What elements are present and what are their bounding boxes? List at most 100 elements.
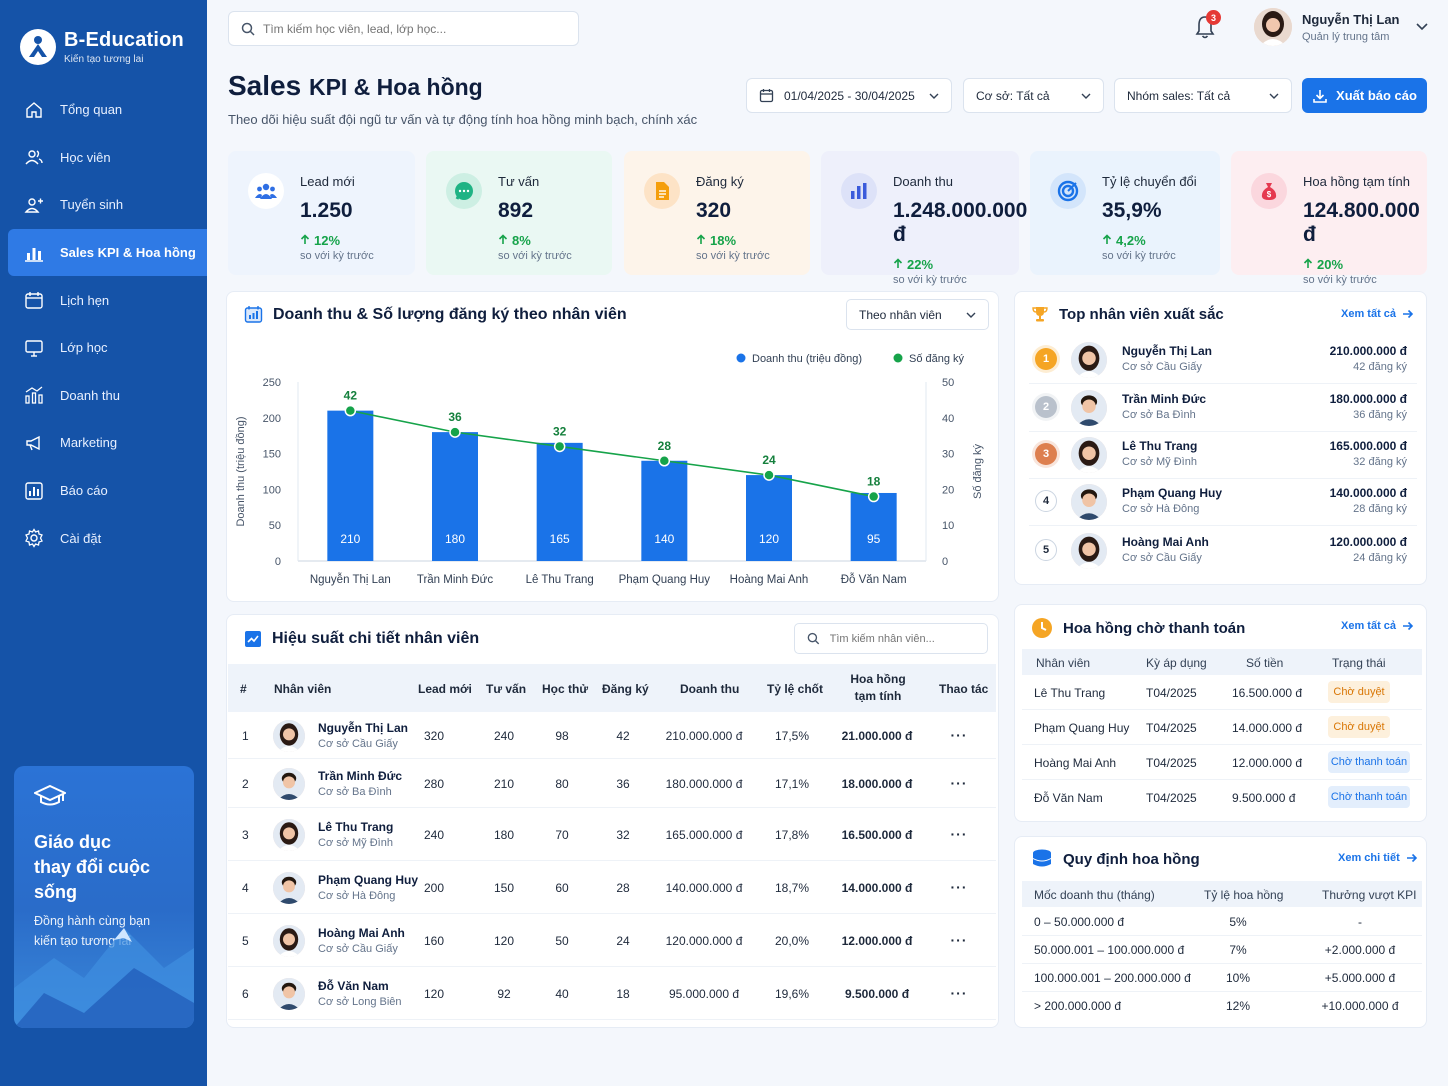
registrations-point-4[interactable] bbox=[763, 469, 775, 481]
employee-search[interactable] bbox=[794, 623, 988, 654]
bar-revenue-3[interactable] bbox=[641, 460, 688, 561]
user-avatar bbox=[1254, 8, 1292, 46]
top-employee-row[interactable]: 5 Hoàng Mai Anh Cơ sở Cầu Giấy 120.000.000 … bbox=[1029, 527, 1417, 575]
kpi-card-4[interactable]: Tỷ lệ chuyển đổi 35,9% 4,2% so với kỳ trước bbox=[1030, 151, 1220, 275]
bar-revenue-2[interactable] bbox=[536, 442, 583, 561]
bar-revenue-4[interactable] bbox=[746, 475, 792, 561]
kpi-card-5[interactable]: $ Hoa hồng tạm tính 124.800.000 đ 20% so với… bbox=[1231, 151, 1427, 286]
table-row[interactable]: 1 Nguyễn Thị Lan Cơ sở Cầu Giấy 320 240 98 42 2… bbox=[228, 712, 996, 759]
sidebar-item-3[interactable]: Sales KPI & Hoa hồng bbox=[8, 228, 207, 277]
rules-view-detail[interactable]: Xem chi tiết bbox=[1338, 852, 1418, 864]
table-row[interactable]: 2 Trần Minh Đức Cơ sở Ba Đình 280 210 80 36 180… bbox=[228, 759, 996, 808]
bar-revenue-1[interactable] bbox=[432, 432, 478, 561]
bar-revenue-5[interactable] bbox=[850, 492, 897, 561]
pending-commission-title: Hoa hồng chờ thanh toán bbox=[1031, 617, 1245, 639]
trend-chart-icon bbox=[245, 631, 261, 647]
brand-logo-icon bbox=[20, 29, 56, 65]
employee-registrations: 42 đăng ký bbox=[1353, 361, 1407, 373]
registrations-point-1[interactable] bbox=[449, 426, 461, 438]
row-actions-button[interactable]: ··· bbox=[950, 984, 968, 1001]
kpi-card-2[interactable]: Đăng ký 320 18% so với kỳ trước bbox=[624, 151, 810, 275]
arrow-right-icon bbox=[1406, 853, 1417, 863]
sidebar-item-label: Doanh thu bbox=[60, 387, 120, 403]
registrations-point-0[interactable] bbox=[344, 404, 357, 417]
registrations-point-2[interactable] bbox=[553, 440, 566, 453]
sidebar-item-label: Tuyển sinh bbox=[60, 197, 124, 213]
kpi-value: 35,9% bbox=[1102, 199, 1162, 222]
report-icon bbox=[24, 481, 44, 501]
employee-branch: Cơ sở Cầu Giấy bbox=[318, 737, 398, 750]
row-actions-button[interactable]: ··· bbox=[950, 774, 968, 791]
users-icon bbox=[24, 147, 44, 167]
top-employee-row[interactable]: 2 Trần Minh Đức Cơ sở Ba Đình 180.000.000 đ… bbox=[1029, 384, 1417, 432]
bar-value-label: 165 bbox=[550, 532, 570, 546]
top-employees-view-all[interactable]: Xem tất cả bbox=[1341, 308, 1414, 320]
row-actions-button[interactable]: ··· bbox=[950, 878, 968, 895]
top-employees-view-all-label: Xem tất cả bbox=[1341, 308, 1397, 320]
row-actions-button[interactable]: ··· bbox=[950, 825, 968, 842]
employee-search-input[interactable] bbox=[829, 632, 975, 645]
col-commission: Hoa hồng tạm tính bbox=[838, 672, 918, 703]
pending-view-all[interactable]: Xem tất cả bbox=[1341, 620, 1414, 632]
cell-lead: 280 bbox=[423, 776, 445, 791]
registrations-point-5[interactable] bbox=[867, 490, 880, 503]
rank-badge: 4 bbox=[1035, 490, 1057, 512]
pending-row[interactable]: Hoàng Mai Anh T04/2025 12.000.000 đ Chờ tha… bbox=[1022, 745, 1422, 780]
legend-marker-revenue bbox=[736, 353, 746, 363]
sidebar-item-5[interactable]: Lớp học bbox=[0, 324, 207, 372]
user-menu[interactable]: Nguyễn Thị Lan Quản lý trung tâm bbox=[1254, 8, 1428, 46]
global-search[interactable] bbox=[228, 11, 579, 46]
row-actions-button[interactable]: ··· bbox=[950, 931, 968, 948]
top-employee-row[interactable]: 1 Nguyễn Thị Lan Cơ sở Cầu Giấy 210.000.000… bbox=[1029, 336, 1417, 384]
employee-branch: Cơ sở Hà Đông bbox=[1122, 503, 1200, 515]
sidebar-item-4[interactable]: Lịch hẹn bbox=[0, 276, 207, 324]
cell-rate: 19,6% bbox=[774, 986, 810, 1001]
registrations-point-3[interactable] bbox=[658, 455, 671, 467]
x-tick-label: Lê Thu Trang bbox=[526, 574, 594, 586]
cell-lead: 320 bbox=[423, 728, 445, 743]
kpi-note: so với kỳ trước bbox=[1303, 274, 1377, 286]
document-icon bbox=[644, 173, 680, 209]
sales-group-filter[interactable]: Nhóm sales: Tất cả bbox=[1114, 78, 1292, 113]
status-badge: Chờ thanh toán bbox=[1328, 786, 1410, 808]
table-row[interactable]: 3 Lê Thu Trang Cơ sở Mỹ Đình 240 180 70 32 165.… bbox=[228, 808, 996, 861]
kpi-delta: 22% bbox=[893, 257, 1027, 272]
sidebar-item-2[interactable]: Tuyển sinh bbox=[0, 181, 207, 229]
kpi-card-0[interactable]: Lead mới 1.250 12% so với kỳ trước bbox=[228, 151, 415, 275]
date-range-picker[interactable]: 01/04/2025 - 30/04/2025 bbox=[746, 78, 952, 113]
kpi-card-3[interactable]: Doanh thu 1.248.000.000 đ 22% so với kỳ trư… bbox=[821, 151, 1027, 286]
arrow-up-icon bbox=[893, 258, 903, 268]
table-row[interactable]: 6 Đỗ Văn Nam Cơ sở Long Biên 120 92 40 18 95.00… bbox=[228, 967, 996, 1020]
sidebar-item-9[interactable]: Cài đặt bbox=[0, 514, 207, 562]
pending-table-header: Nhân viên Kỳ áp dụng Số tiền Trạng thái bbox=[1022, 649, 1422, 675]
col-registration: Đăng ký bbox=[602, 682, 649, 696]
top-employee-row[interactable]: 3 Lê Thu Trang Cơ sở Mỹ Đình 165.000.000 đ 3… bbox=[1029, 431, 1417, 479]
bar-revenue-0[interactable] bbox=[327, 410, 374, 561]
sidebar-item-0[interactable]: Tổng quan bbox=[0, 86, 207, 134]
kpi-card-1[interactable]: Tư vấn 892 8% so với kỳ trước bbox=[426, 151, 612, 275]
export-report-button[interactable]: Xuất báo cáo bbox=[1302, 78, 1427, 113]
top-employee-row[interactable]: 4 Phạm Quang Huy Cơ sở Hà Đông 140.000.000 … bbox=[1029, 478, 1417, 526]
row-actions-button[interactable]: ··· bbox=[950, 726, 968, 743]
brand[interactable]: B-Education Kiến tạo tương lai bbox=[0, 0, 207, 76]
x-tick-label: Trần Minh Đức bbox=[417, 574, 494, 586]
x-tick-label: Đỗ Văn Nam bbox=[841, 573, 907, 586]
table-row[interactable]: 5 Hoàng Mai Anh Cơ sở Cầu Giấy 160 120 50 24 12… bbox=[228, 914, 996, 967]
chart-view-select[interactable]: Theo nhân viên bbox=[846, 299, 989, 330]
global-search-input[interactable] bbox=[263, 21, 563, 36]
branch-filter[interactable]: Cơ sở: Tất cả bbox=[963, 78, 1104, 113]
pending-row[interactable]: Lê Thu Trang T04/2025 16.500.000 đ Chờ duyệ… bbox=[1022, 675, 1422, 710]
rule-row: 100.000.001 – 200.000.000 đ 10% +5.000.000… bbox=[1022, 964, 1422, 992]
cell-revenue: 120.000.000 đ bbox=[665, 933, 743, 948]
sidebar-item-6[interactable]: Doanh thu bbox=[0, 372, 207, 420]
sidebar-item-7[interactable]: Marketing bbox=[0, 419, 207, 467]
table-row[interactable]: 4 Phạm Quang Huy Cơ sở Hà Đông 200 150 60 28 14… bbox=[228, 861, 996, 914]
pending-commission-title-text: Hoa hồng chờ thanh toán bbox=[1063, 619, 1246, 637]
sidebar-item-8[interactable]: Báo cáo bbox=[0, 467, 207, 515]
sidebar-item-1[interactable]: Học viên bbox=[0, 134, 207, 182]
cell-commission: 12.000.000 đ bbox=[841, 933, 913, 948]
pending-row[interactable]: Đỗ Văn Nam T04/2025 9.500.000 đ Chờ thanh t… bbox=[1022, 780, 1422, 815]
pending-row[interactable]: Phạm Quang Huy T04/2025 14.000.000 đ Chờ du… bbox=[1022, 710, 1422, 745]
employee-avatar bbox=[1071, 484, 1107, 520]
notification-button[interactable]: 3 bbox=[1194, 10, 1221, 42]
